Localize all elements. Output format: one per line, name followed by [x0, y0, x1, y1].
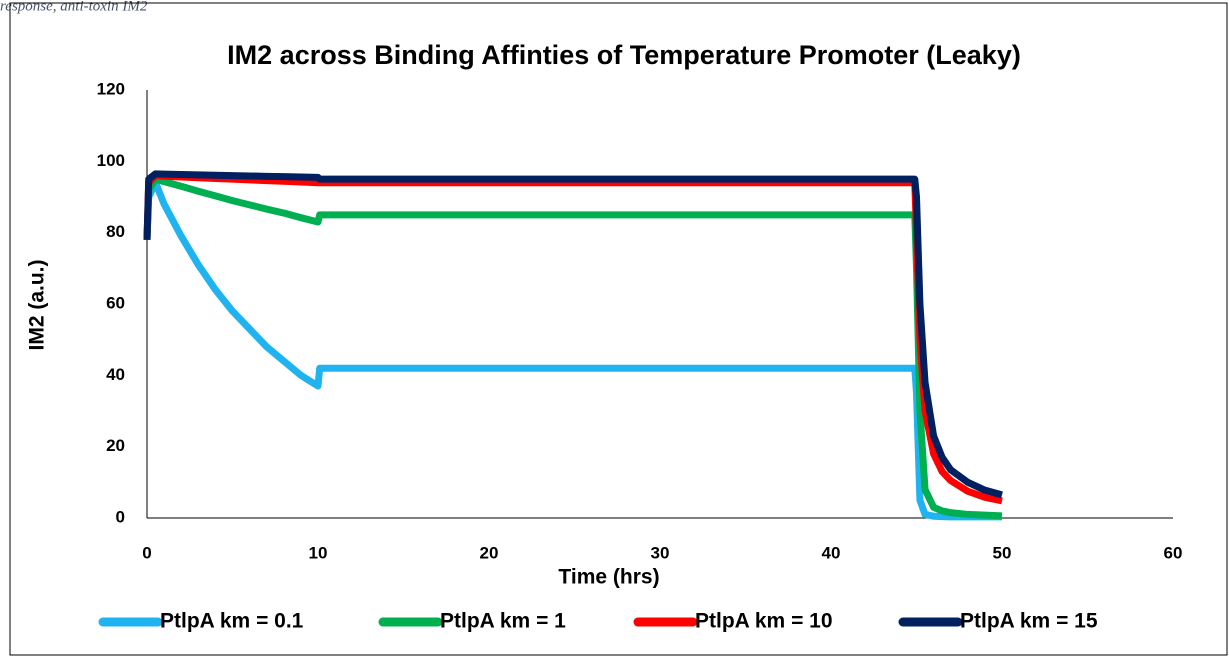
legend-label: PtlpA km = 1	[440, 610, 566, 633]
y-tick-label: 20	[106, 436, 125, 455]
y-tick-label: 40	[106, 365, 125, 384]
chart-title: IM2 across Binding Affinties of Temperat…	[227, 40, 1021, 70]
legend-label: PtlpA km = 10	[695, 610, 833, 633]
y-tick-label: 80	[106, 222, 125, 241]
x-axis-label: Time (hrs)	[558, 566, 659, 589]
y-tick-label: 120	[97, 79, 125, 98]
y-axis-label: IM2 (a.u.)	[26, 259, 49, 350]
x-tick-label: 20	[480, 543, 499, 562]
chart-border	[9, 2, 1228, 656]
y-tick-label: 100	[97, 151, 125, 170]
x-tick-label: 50	[993, 543, 1012, 562]
series-line	[143, 175, 1003, 520]
caption: response, anti-toxin IM2	[0, 0, 148, 14]
x-tick-label: 0	[142, 543, 151, 562]
series-line	[143, 172, 1003, 505]
x-tick-label: 40	[822, 543, 841, 562]
y-tick-label: 0	[116, 507, 125, 526]
legend-label: PtlpA km = 15	[960, 610, 1098, 633]
x-tick-label: 60	[1164, 543, 1183, 562]
legend-label: PtlpA km = 0.1	[160, 610, 304, 633]
x-tick-label: 30	[651, 543, 670, 562]
series-line	[143, 179, 1002, 521]
series-line	[143, 170, 1003, 499]
y-tick-label: 60	[106, 293, 125, 312]
x-tick-label: 10	[309, 543, 328, 562]
